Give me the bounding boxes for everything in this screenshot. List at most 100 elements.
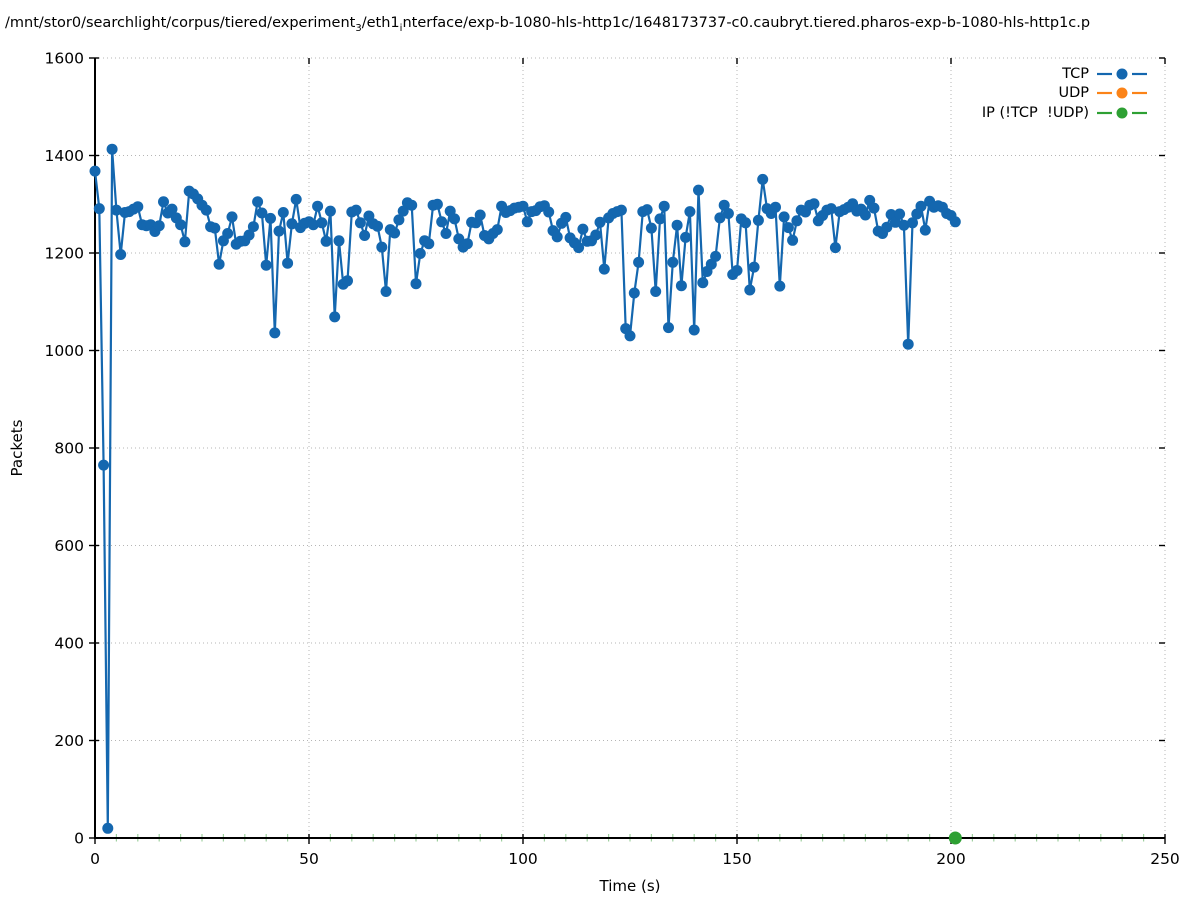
- data-point-marker: [342, 275, 353, 287]
- data-point-marker: [252, 196, 264, 208]
- data-point-marker: [102, 822, 114, 834]
- data-point-marker: [406, 199, 418, 211]
- data-point-marker: [752, 214, 764, 226]
- data-point-marker: [688, 324, 700, 336]
- data-point-marker: [397, 205, 409, 217]
- data-point-marker: [825, 203, 837, 215]
- data-point-marker: [449, 213, 460, 225]
- data-point-marker: [650, 286, 662, 297]
- data-point-marker: [222, 228, 234, 239]
- plot-title-part2: /eth1: [361, 15, 400, 31]
- plot-title-subscript-i: i: [399, 22, 403, 34]
- data-point-marker: [209, 222, 221, 234]
- data-point-marker: [110, 204, 122, 216]
- y-axis-title: Packets: [8, 419, 26, 477]
- data-point-marker: [453, 233, 465, 245]
- legend-row-ip: IP (!TCP !UDP): [982, 103, 1147, 123]
- legend-sample-ip-icon: [1097, 107, 1147, 119]
- data-point-marker: [247, 221, 259, 233]
- x-tick-label: 200: [936, 850, 966, 868]
- plot-title-part3: nterface/exp-b-1080-hls-http1c/164817373…: [402, 15, 1091, 31]
- data-point-marker: [710, 250, 722, 262]
- data-point-marker: [744, 284, 756, 296]
- data-point-marker: [624, 330, 636, 342]
- data-point-marker: [243, 229, 255, 241]
- data-point-marker: [714, 212, 726, 224]
- y-tick-label: 1400: [45, 147, 84, 165]
- data-point-marker: [615, 204, 627, 216]
- data-point-marker: [106, 143, 118, 155]
- data-point-marker: [667, 256, 679, 268]
- plot-title-part1: /mnt/stor0/searchlight/corpus/tiered/exp…: [5, 15, 356, 31]
- data-point-marker: [354, 217, 366, 229]
- data-point-marker: [889, 216, 901, 228]
- x-tick-label: 0: [90, 850, 100, 868]
- legend-label-ip: IP (!TCP !UDP): [981, 104, 1089, 121]
- data-point-marker: [628, 287, 640, 299]
- data-point-marker: [474, 209, 486, 221]
- data-point-marker: [598, 263, 610, 275]
- data-point-marker: [902, 338, 914, 350]
- data-point-marker: [440, 228, 452, 239]
- data-point-marker: [312, 200, 324, 212]
- plot-title: /mnt/stor0/searchlight/corpus/tiered/exp…: [5, 15, 1197, 34]
- legend-row-tcp: TCP: [982, 64, 1147, 84]
- y-tick-label: 1200: [45, 245, 84, 263]
- data-point-marker: [577, 223, 589, 235]
- data-point-marker: [282, 257, 294, 269]
- data-point-marker: [350, 204, 362, 216]
- data-point-marker: [461, 238, 473, 250]
- y-tick-label: 1600: [45, 50, 84, 68]
- data-point-marker: [645, 222, 657, 234]
- series-ip-tcp-udp-: [948, 831, 962, 845]
- data-point-marker: [915, 200, 927, 212]
- data-point-marker: [697, 277, 709, 289]
- data-point-marker: [410, 278, 422, 290]
- y-tick-label: 1000: [45, 342, 84, 360]
- series-tcp: [89, 143, 961, 834]
- data-point-marker: [132, 201, 144, 213]
- series-line: [93, 149, 957, 829]
- data-point-marker: [329, 311, 341, 323]
- y-tick-label: 600: [54, 537, 84, 555]
- data-point-marker: [654, 213, 666, 225]
- y-tick-label: 0: [74, 830, 84, 848]
- x-tick-label: 250: [1150, 850, 1180, 868]
- data-point-marker: [791, 215, 803, 227]
- data-point-marker: [551, 231, 563, 243]
- data-point-marker: [436, 216, 448, 228]
- legend-label-tcp: TCP: [1062, 65, 1089, 82]
- data-point-marker: [774, 280, 786, 292]
- data-point-marker: [290, 193, 302, 205]
- data-point-marker: [859, 209, 871, 221]
- data-point-marker: [778, 211, 790, 223]
- data-point-marker: [633, 256, 645, 268]
- data-point-marker: [372, 220, 383, 232]
- data-point-marker: [684, 206, 696, 218]
- data-point-marker: [158, 196, 169, 208]
- data-point-marker: [115, 249, 127, 260]
- data-point-marker: [881, 221, 893, 233]
- legend: TCP UDP IP (!TCP !UDP): [982, 64, 1147, 123]
- data-point-marker: [868, 202, 880, 214]
- data-point-marker: [98, 459, 110, 471]
- data-point-marker: [521, 216, 533, 228]
- data-point-marker: [560, 211, 572, 223]
- data-point-marker: [320, 235, 332, 247]
- data-point-marker: [718, 199, 730, 211]
- data-point-marker: [414, 248, 426, 259]
- data-point-marker: [93, 203, 105, 215]
- data-point-marker: [748, 261, 760, 273]
- y-tick-label: 800: [54, 440, 84, 458]
- data-point-marker: [787, 234, 799, 246]
- data-point-marker: [919, 224, 931, 236]
- data-point-marker: [277, 207, 289, 218]
- data-point-marker: [286, 218, 298, 230]
- plot-title-subscript-3: 3: [355, 22, 362, 34]
- data-point-marker: [722, 208, 734, 219]
- data-point-marker: [573, 242, 585, 254]
- data-point-marker: [316, 217, 328, 229]
- data-point-marker: [273, 225, 285, 237]
- data-point-marker: [680, 231, 692, 243]
